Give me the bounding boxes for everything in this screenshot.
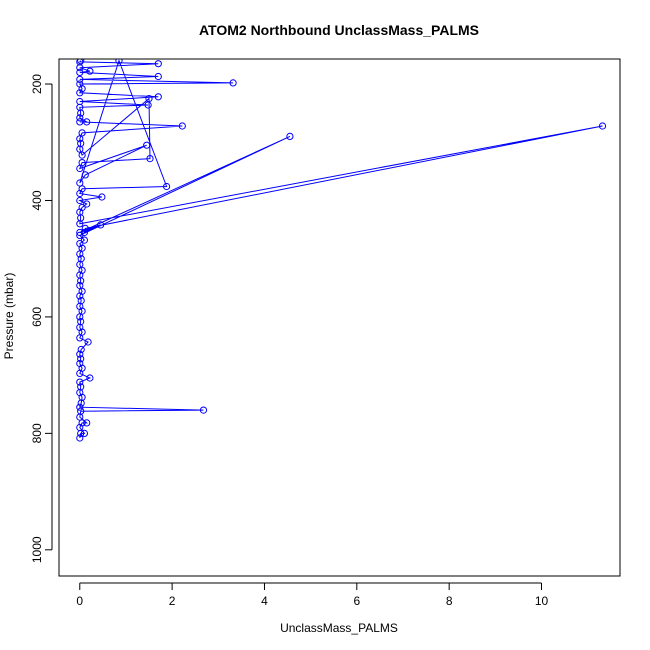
series-group bbox=[76, 59, 607, 442]
data-point bbox=[76, 59, 84, 66]
data-point bbox=[76, 240, 84, 248]
y-tick-label: 1000 bbox=[30, 536, 44, 563]
data-point bbox=[154, 72, 162, 81]
data-point bbox=[77, 297, 85, 305]
data-point bbox=[97, 221, 105, 229]
x-tick-label: 10 bbox=[535, 594, 549, 608]
data-point bbox=[76, 378, 84, 386]
data-point bbox=[86, 67, 94, 75]
x-tick-label: 4 bbox=[261, 594, 268, 608]
data-point bbox=[81, 224, 89, 232]
y-tick-label: 400 bbox=[30, 190, 44, 210]
data-point bbox=[86, 374, 94, 382]
data-point bbox=[77, 407, 85, 415]
data-point bbox=[154, 93, 162, 101]
data-point bbox=[76, 434, 84, 442]
x-tick-label: 8 bbox=[446, 594, 453, 608]
data-point bbox=[83, 200, 91, 208]
data-point bbox=[76, 350, 84, 358]
data-point bbox=[83, 118, 91, 126]
data-point bbox=[81, 171, 89, 179]
data-point bbox=[76, 359, 84, 368]
data-point bbox=[76, 403, 84, 411]
data-point bbox=[76, 196, 84, 205]
data-point bbox=[146, 155, 154, 163]
data-point bbox=[76, 281, 84, 290]
y-axis: 200 400 600 800 1000 bbox=[30, 74, 53, 563]
data-point bbox=[78, 203, 86, 212]
data-point bbox=[83, 419, 91, 427]
y-axis-label: Pressure (mbar) bbox=[2, 273, 16, 360]
data-point bbox=[78, 129, 86, 137]
data-point bbox=[84, 338, 92, 346]
x-tick-label: 0 bbox=[76, 594, 83, 608]
y-tick-label: 200 bbox=[30, 74, 44, 94]
data-point bbox=[229, 79, 237, 87]
data-point bbox=[76, 89, 84, 97]
data-point bbox=[80, 429, 89, 437]
data-point bbox=[76, 118, 84, 126]
data-point bbox=[77, 59, 85, 65]
data-point bbox=[115, 59, 123, 65]
data-point bbox=[598, 122, 607, 130]
data-point bbox=[76, 114, 84, 122]
data-point bbox=[76, 228, 84, 237]
data-point bbox=[77, 383, 85, 391]
data-point bbox=[144, 101, 152, 109]
data-point bbox=[76, 68, 84, 77]
x-axis-label: UnclassMass_PALMS bbox=[280, 621, 398, 635]
data-point bbox=[78, 151, 86, 159]
x-axis: 0 2 4 6 8 10 bbox=[76, 582, 549, 608]
data-point bbox=[80, 228, 89, 237]
data-point bbox=[77, 318, 85, 326]
data-point bbox=[77, 355, 85, 363]
plot-frame bbox=[58, 58, 621, 577]
data-point bbox=[77, 255, 85, 263]
data-point bbox=[76, 135, 84, 143]
data-point bbox=[143, 141, 151, 149]
data-point bbox=[154, 60, 162, 68]
chart-title: ATOM2 Northbound UnclassMass_PALMS bbox=[199, 22, 479, 38]
data-point bbox=[77, 345, 85, 354]
data-point bbox=[80, 236, 89, 244]
data-point bbox=[286, 132, 294, 140]
data-point bbox=[199, 406, 208, 414]
data-point bbox=[76, 164, 84, 173]
data-point bbox=[77, 139, 85, 147]
data-point bbox=[98, 193, 106, 201]
data-point bbox=[78, 159, 86, 167]
data-point bbox=[76, 179, 84, 187]
plot-area bbox=[76, 59, 607, 442]
data-point bbox=[76, 97, 84, 106]
data-point bbox=[76, 75, 84, 84]
data-point bbox=[163, 182, 171, 191]
y-tick-label: 600 bbox=[30, 307, 44, 327]
data-point bbox=[178, 122, 186, 130]
data-point bbox=[76, 80, 84, 88]
y-tick-label: 800 bbox=[30, 423, 44, 443]
x-tick-label: 2 bbox=[169, 594, 176, 608]
x-tick-label: 6 bbox=[353, 594, 360, 608]
